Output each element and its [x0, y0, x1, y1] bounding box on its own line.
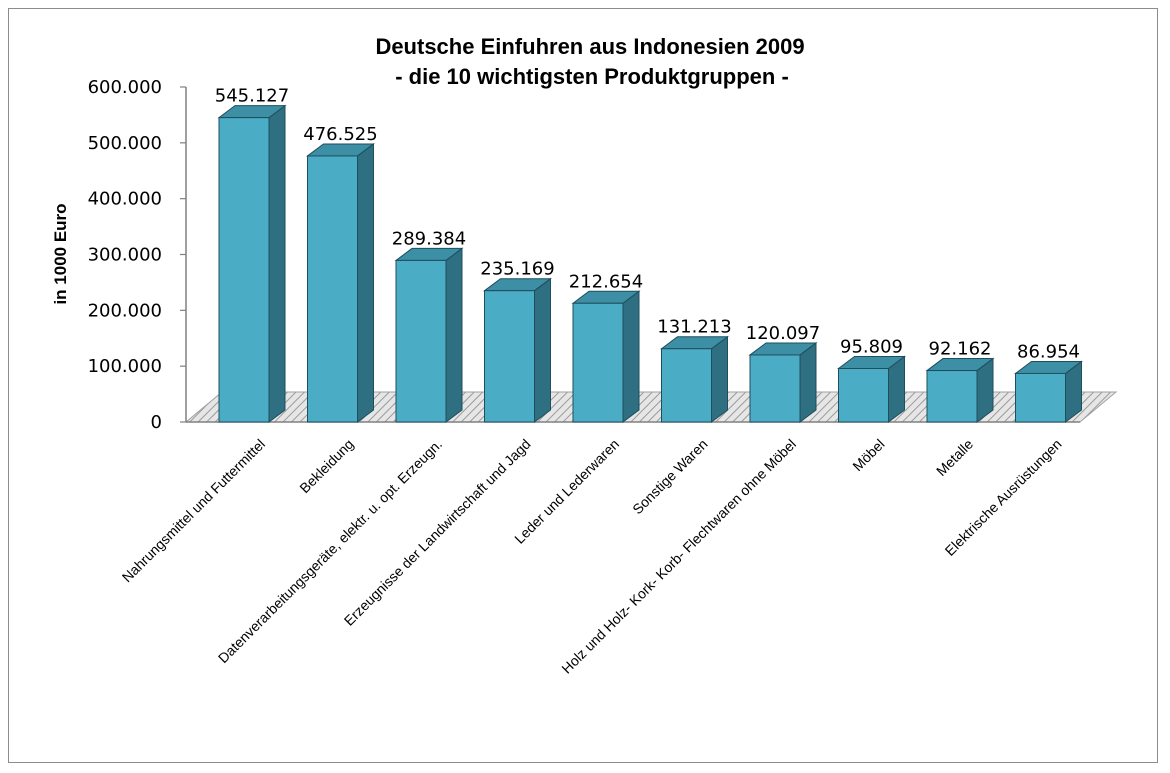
bar-front [1015, 372, 1066, 423]
bar-side [622, 290, 640, 423]
x-tick-label: Nahrungsmittel und Futtermittel [119, 436, 268, 585]
y-tick-label: 200.000 [88, 300, 162, 321]
bar-front [838, 368, 889, 423]
chart-title-line1: Deutsche Einfuhren aus Indonesien 2009 [375, 34, 804, 59]
bar-side [268, 104, 286, 423]
data-label: 86.954 [1017, 341, 1080, 362]
x-tick-label: Sonstige Waren [629, 436, 710, 517]
y-tick-label: 400.000 [88, 189, 162, 210]
bar [748, 341, 818, 423]
data-label: 545.127 [215, 86, 289, 107]
bar-front [395, 259, 447, 423]
x-tick-label: Bekleidung [296, 436, 356, 496]
y-tick-label: 0 [151, 412, 162, 433]
data-label: 120.097 [746, 323, 820, 344]
bar [217, 104, 287, 423]
bar [571, 290, 641, 423]
bar-front [484, 290, 535, 423]
bar-front [661, 348, 712, 423]
data-label: 95.809 [840, 337, 903, 358]
data-label: 476.525 [303, 124, 377, 145]
bar-side [534, 277, 551, 423]
x-tick-label: Möbel [849, 436, 887, 474]
bar-front [572, 302, 624, 423]
bar [925, 357, 995, 423]
bar-front [749, 354, 801, 423]
data-label: 212.654 [569, 271, 643, 292]
data-label: 235.169 [480, 259, 554, 280]
chart-title-line2: - die 10 wichtigsten Produktgruppen - [395, 64, 789, 89]
data-label: 92.162 [929, 339, 992, 360]
bar-side [711, 335, 728, 423]
y-tick-label: 500.000 [88, 133, 162, 154]
bar [394, 247, 464, 423]
bar [306, 142, 375, 423]
y-tick-label: 300.000 [88, 245, 162, 266]
bar [483, 277, 552, 423]
bar-front [218, 117, 270, 423]
bar [1014, 360, 1083, 423]
data-label: 289.384 [392, 228, 466, 249]
y-tick-label: 100.000 [88, 356, 162, 377]
x-tick-label: Erzeugnisse der Landwirtschaft und Jagd [341, 436, 534, 629]
bar [660, 335, 729, 423]
bar [837, 355, 906, 423]
bar-side [445, 247, 463, 423]
bar-front [307, 155, 358, 423]
bar-side [357, 142, 374, 423]
bar-side [799, 341, 817, 423]
y-axis-label: in 1000 Euro [51, 203, 70, 304]
data-label: 131.213 [657, 317, 731, 338]
x-tick-label: Metalle [933, 436, 976, 479]
y-tick-label: 600.000 [88, 77, 162, 98]
bar-front [926, 370, 978, 423]
